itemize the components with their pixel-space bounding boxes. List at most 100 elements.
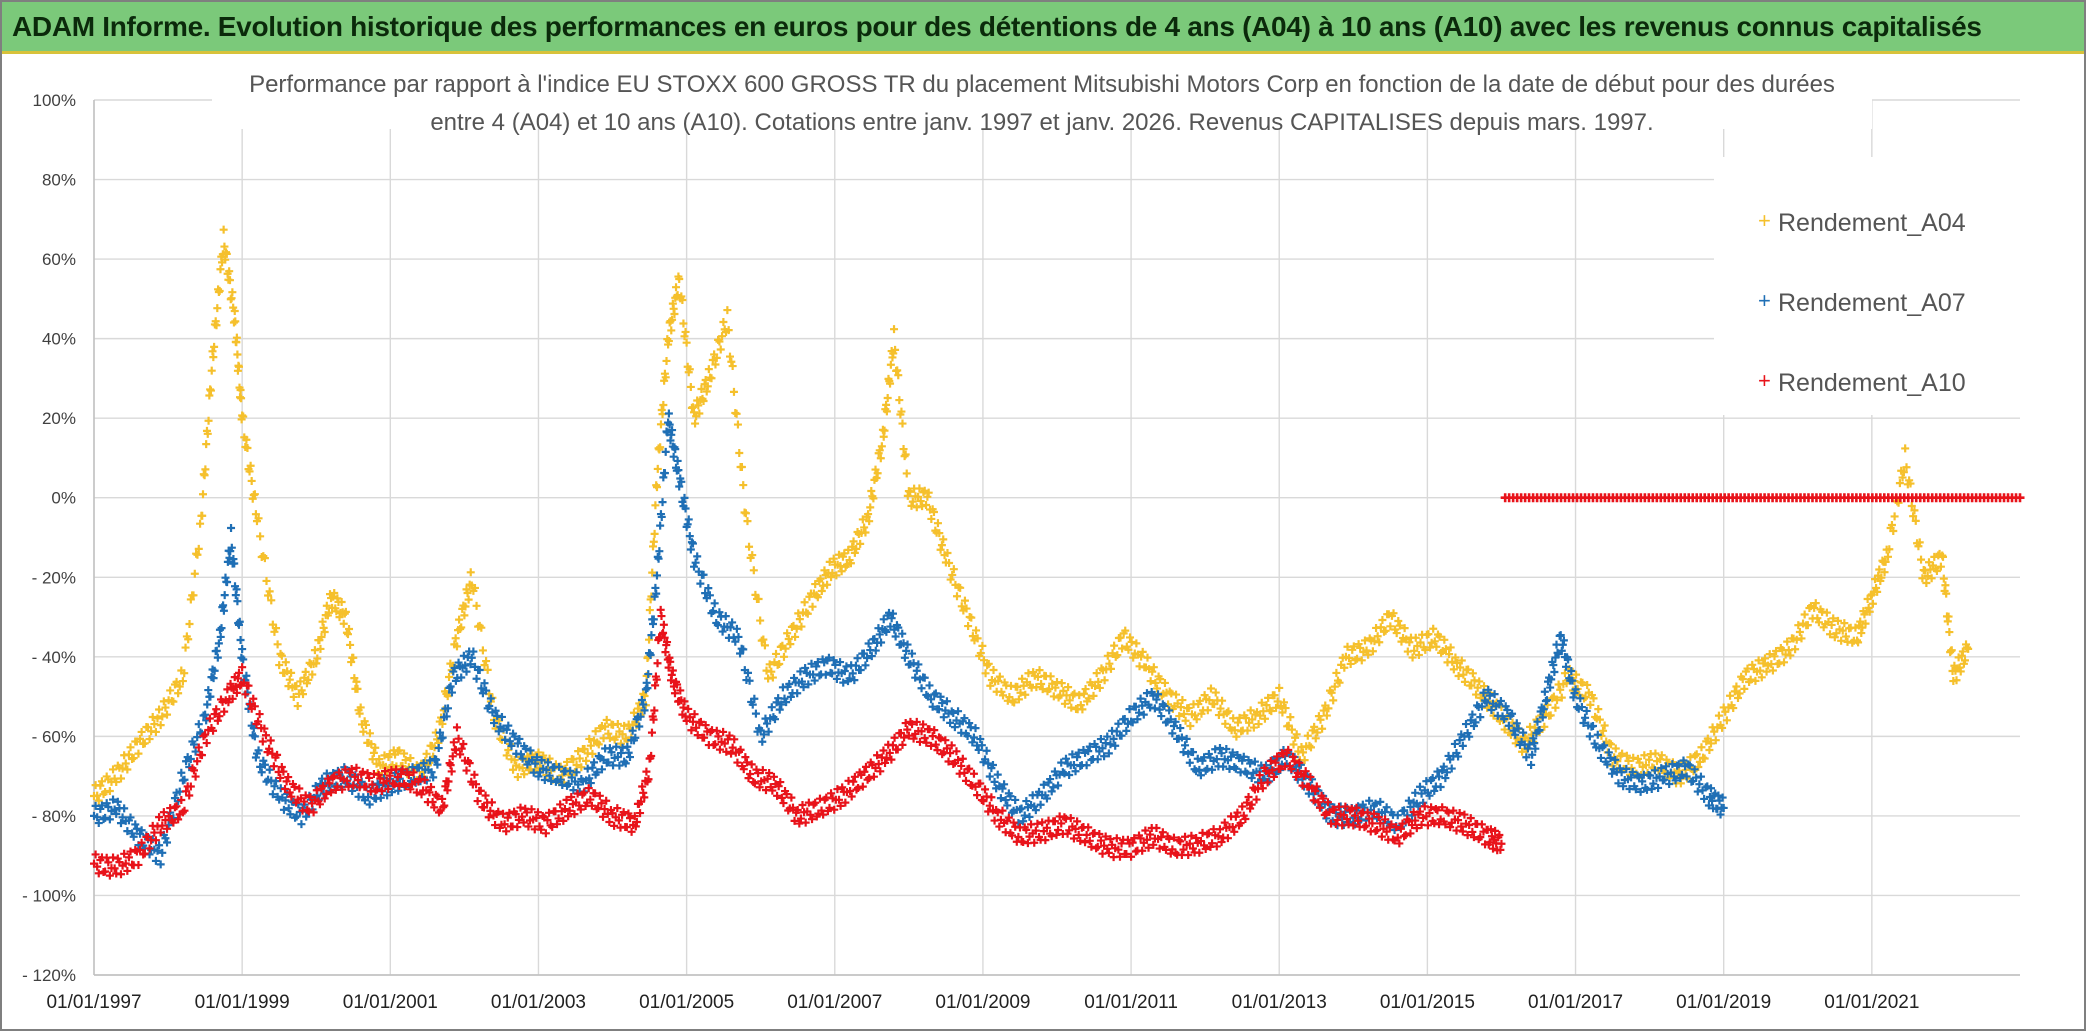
rendement-a04-point xyxy=(1286,713,1294,721)
rendement-a04-point xyxy=(986,682,994,690)
rendement-a04-point xyxy=(1945,613,1953,621)
rendement-a10-point xyxy=(849,778,857,786)
rendement-a04-point xyxy=(735,449,743,457)
rendement-a04-point xyxy=(1275,684,1283,692)
rendement-a04-point xyxy=(1732,682,1740,690)
rendement-a07-point xyxy=(588,764,596,772)
rendement-a10-point xyxy=(160,808,168,816)
rendement-a04-point xyxy=(1332,669,1340,677)
rendement-a07-point xyxy=(237,636,245,644)
rendement-a04-point xyxy=(907,502,915,510)
rendement-a04-point xyxy=(1218,697,1226,705)
rendement-a07-point xyxy=(752,710,760,718)
rendement-a10-point xyxy=(477,787,485,795)
y-tick-label: - 40% xyxy=(32,648,76,667)
rendement-a04-point xyxy=(201,465,209,473)
rendement-a04-point xyxy=(903,469,911,477)
rendement-a07-point xyxy=(690,563,698,571)
rendement-a04-point xyxy=(606,734,614,742)
rendement-a04-point xyxy=(287,669,295,677)
rendement-a04-point xyxy=(759,636,767,644)
rendement-a10-point xyxy=(648,729,656,737)
rendement-a07-point xyxy=(1605,748,1613,756)
rendement-a07-point xyxy=(230,560,238,568)
rendement-a10-point xyxy=(965,765,973,773)
rendement-a04-point xyxy=(160,697,168,705)
rendement-a10-point xyxy=(865,774,873,782)
rendement-a04-point xyxy=(292,682,300,690)
rendement-a04-point xyxy=(663,357,671,365)
rendement-a07-point xyxy=(692,559,700,567)
x-tick-label: 01/01/1997 xyxy=(46,992,141,1013)
rendement-a10-point xyxy=(930,726,938,734)
rendement-a04-point xyxy=(473,602,481,610)
rendement-a10-point xyxy=(1203,830,1211,838)
rendement-a04-point xyxy=(1941,581,1949,589)
rendement-a04-point xyxy=(1945,628,1953,636)
rendement-a07-point xyxy=(857,666,865,674)
rendement-a10-point xyxy=(660,621,668,629)
rendement-a04-point xyxy=(198,512,206,520)
rendement-a04-point xyxy=(657,420,665,428)
rendement-a07-point xyxy=(203,700,211,708)
rendement-a07-point xyxy=(1062,755,1070,763)
rendement-a07-point xyxy=(1589,722,1597,730)
rendement-a04-point xyxy=(1869,600,1877,608)
rendement-a04-point xyxy=(730,388,738,396)
rendement-a10-point xyxy=(1081,838,1089,846)
rendement-a04-point xyxy=(370,749,378,757)
x-tick-label: 01/01/2017 xyxy=(1528,992,1623,1013)
rendement-a07-point xyxy=(606,744,614,752)
rendement-a10-point xyxy=(1221,819,1229,827)
rendement-a10-point xyxy=(605,818,613,826)
rendement-a04-point xyxy=(182,644,190,652)
rendement-a10-point xyxy=(894,746,902,754)
x-tick-label: 01/01/2009 xyxy=(935,992,1030,1013)
rendement-a04-point xyxy=(809,603,817,611)
rendement-a07-point xyxy=(366,800,374,808)
rendement-a04-point xyxy=(1070,690,1078,698)
rendement-a04-point xyxy=(274,640,282,648)
rendement-a07-point xyxy=(650,615,658,623)
rendement-a04-point xyxy=(230,318,238,326)
rendement-a10-point xyxy=(959,755,967,763)
rendement-a04-point xyxy=(174,689,182,697)
rendement-a07-point xyxy=(842,662,850,670)
rendement-a04-point xyxy=(465,596,473,604)
rendement-a04-point xyxy=(823,581,831,589)
rendement-a10-point xyxy=(220,708,228,716)
rendement-a07-point xyxy=(674,457,682,465)
rendement-a10-point xyxy=(651,681,659,689)
rendement-a07-point xyxy=(854,654,862,662)
rendement-a07-point xyxy=(1111,742,1119,750)
rendement-a10-point xyxy=(1159,828,1167,836)
rendement-a04-point xyxy=(723,306,731,314)
rendement-a04-point xyxy=(1796,628,1804,636)
rendement-a10-point xyxy=(891,734,899,742)
rendement-a04-point xyxy=(311,646,319,654)
rendement-a04-point xyxy=(1786,651,1794,659)
rendement-a07-point xyxy=(1248,774,1256,782)
rendement-a04-point xyxy=(233,351,241,359)
rendement-a04-point xyxy=(818,587,826,595)
x-tick-label: 01/01/2011 xyxy=(1084,992,1178,1013)
rendement-a04-point xyxy=(1791,645,1799,653)
rendement-a04-point xyxy=(266,587,274,595)
rendement-a07-point xyxy=(1157,712,1165,720)
chart-legend: + Rendement_A04 + Rendement_A07 + Rendem… xyxy=(1714,157,2020,415)
rendement-a04-point xyxy=(738,463,746,471)
rendement-a04-point xyxy=(1917,556,1925,564)
rendement-a04-point xyxy=(727,358,735,366)
y-tick-label: - 80% xyxy=(32,807,76,826)
rendement-a07-point xyxy=(918,684,926,692)
rendement-a04-point xyxy=(1058,679,1066,687)
rendement-a10-point xyxy=(192,773,200,781)
rendement-a07-point xyxy=(656,522,664,530)
rendement-a04-point xyxy=(1547,711,1555,719)
rendement-a04-point xyxy=(742,509,750,517)
rendement-a10-point xyxy=(1105,849,1113,857)
rendement-a04-point xyxy=(1128,638,1136,646)
y-tick-label: 100% xyxy=(33,91,76,110)
rendement-a07-point xyxy=(665,409,673,417)
rendement-a04-point xyxy=(1940,575,1948,583)
